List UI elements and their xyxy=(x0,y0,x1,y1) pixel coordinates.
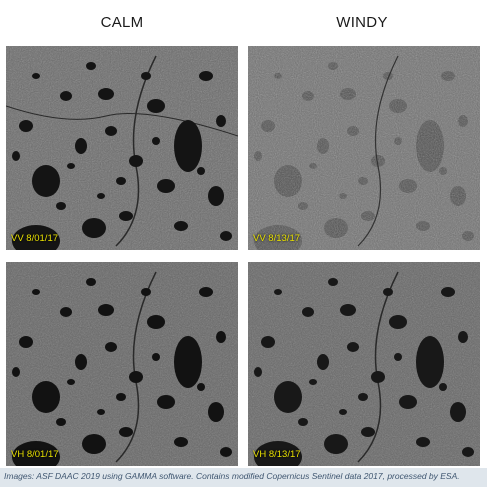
panel-label: VH 8/01/17 xyxy=(11,449,59,460)
panel-label: VV 8/01/17 xyxy=(11,233,59,244)
calm-column-title: CALM xyxy=(100,14,144,31)
panel-vv-calm: VV 8/01/17 xyxy=(6,46,238,250)
panel-label: VH 8/13/17 xyxy=(253,449,301,460)
image-credit-caption: Images: ASF DAAC 2019 using GAMMA softwa… xyxy=(4,471,460,481)
sar-image-vh-windy xyxy=(248,262,480,466)
panel-vh-windy: VH 8/13/17 xyxy=(248,262,480,466)
panel-vh-calm: VH 8/01/17 xyxy=(6,262,238,466)
sar-image-vv-calm xyxy=(6,46,238,250)
windy-column-title: WINDY xyxy=(336,14,388,31)
panel-label: VV 8/13/17 xyxy=(253,233,301,244)
sar-image-vv-windy xyxy=(248,46,480,250)
panel-vv-windy: VV 8/13/17 xyxy=(248,46,480,250)
sar-image-vh-calm xyxy=(6,262,238,466)
caption-strip xyxy=(0,468,487,487)
